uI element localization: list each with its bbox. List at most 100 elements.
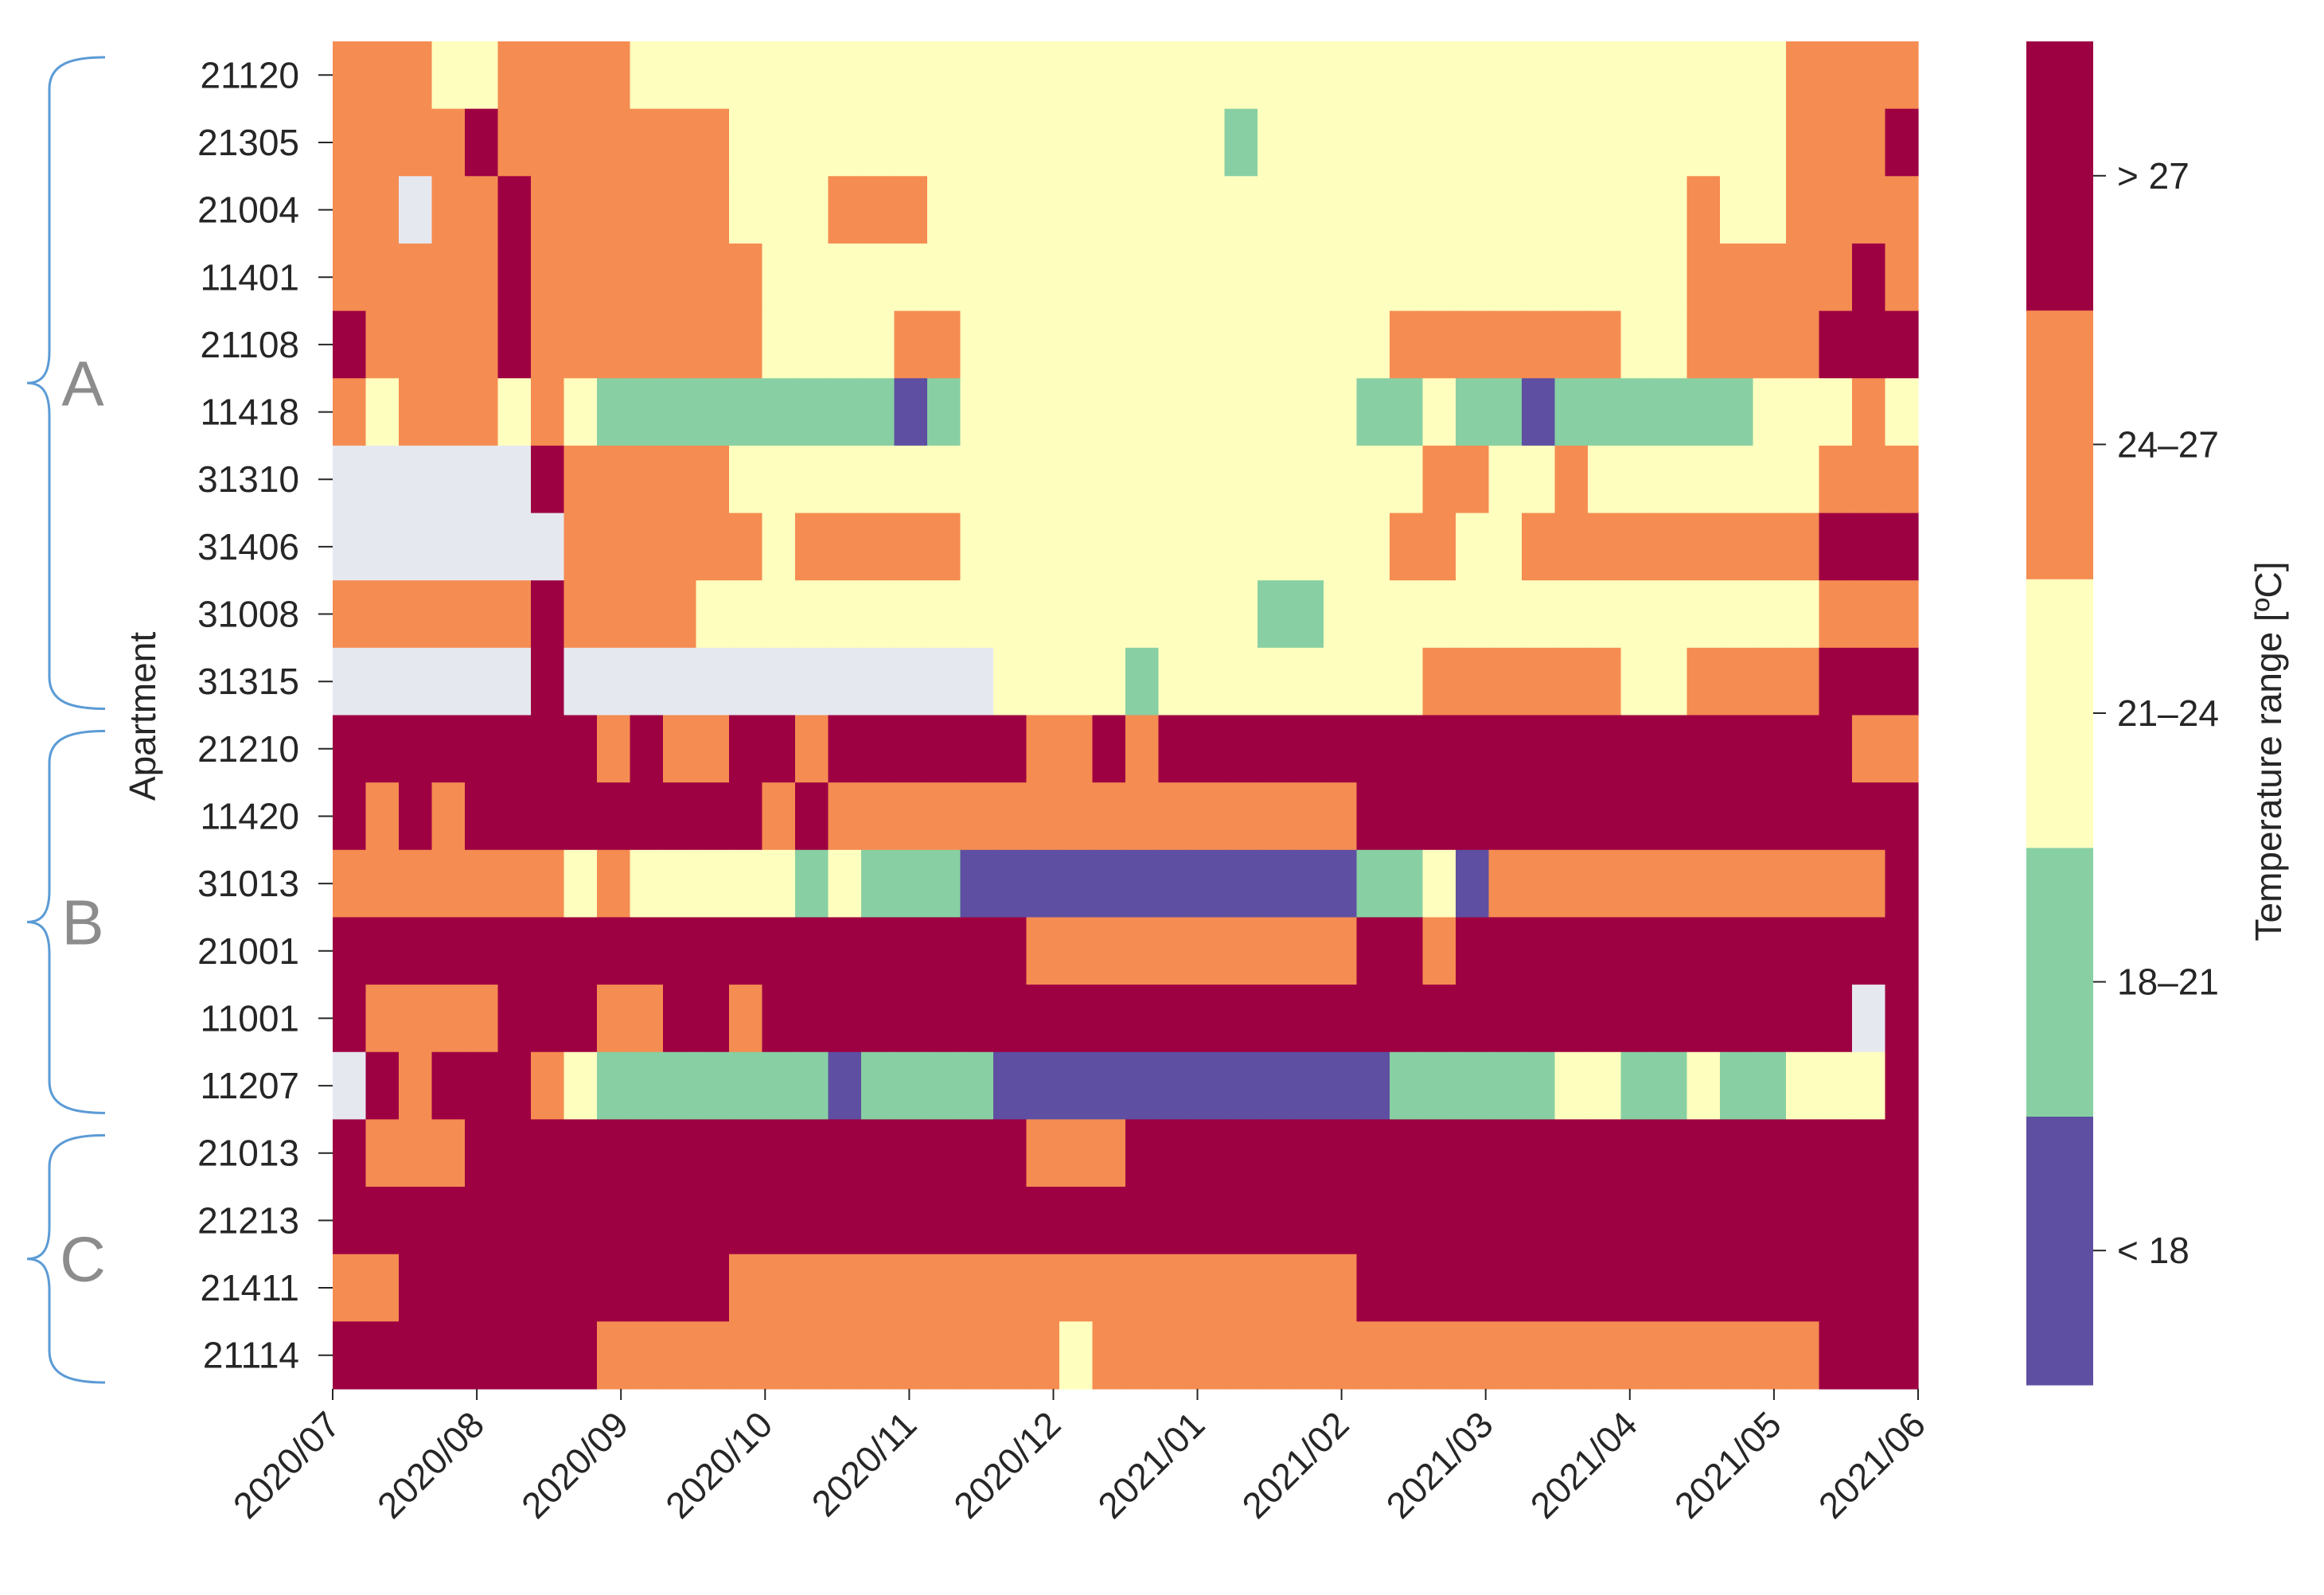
heatmap-cell-11420-9 [630, 782, 664, 851]
heatmap-cell-21411-35 [1488, 1254, 1523, 1322]
heatmap-cell-31008-8 [597, 580, 631, 649]
heatmap-cell-21411-22 [1059, 1254, 1094, 1322]
heatmap-cell-21001-44 [1786, 917, 1820, 985]
heatmap-cell-31406-23 [1092, 513, 1126, 581]
heatmap-cell-31406-33 [1422, 513, 1456, 581]
heatmap-cell-31406-10 [663, 513, 697, 581]
group-bracket-C [26, 1133, 106, 1384]
heatmap-cell-11401-23 [1092, 243, 1126, 312]
heatmap-cell-11001-43 [1753, 985, 1787, 1053]
x-axis-ticks: 2020/07 2020/08 2020/09 2020/10 2020/11 2020/… [225, 1389, 1933, 1527]
heatmap-cell-11207-29 [1290, 1051, 1324, 1120]
heatmap-cell-31310-38 [1588, 445, 1622, 514]
heatmap-cell-31008-13 [762, 580, 796, 649]
heatmap-cell-11418-1 [365, 378, 400, 447]
heatmap-cell-31013-1 [365, 849, 400, 918]
heatmap-cell-11001-13 [762, 985, 796, 1053]
heatmap-cell-31406-39 [1620, 513, 1655, 581]
y-tick-label-11001: 11001 [200, 997, 299, 1039]
y-tick-label-31008: 31008 [197, 594, 299, 635]
heatmap-cell-21004-27 [1224, 176, 1258, 244]
heatmap-cell-11001-29 [1290, 985, 1324, 1053]
heatmap-cell-21013-40 [1654, 1119, 1688, 1187]
heatmap-cell-11001-8 [597, 985, 631, 1053]
heatmap-cell-21210-25 [1158, 715, 1192, 783]
heatmap-cell-31315-8 [597, 647, 631, 716]
heatmap-cell-21213-19 [960, 1187, 994, 1255]
heatmap-cell-31310-39 [1620, 445, 1655, 514]
heatmap-cell-11401-18 [927, 243, 961, 312]
heatmap-cell-21001-13 [762, 917, 796, 985]
heatmap-cell-21114-44 [1786, 1321, 1820, 1390]
heatmap-cell-31013-27 [1224, 849, 1258, 918]
heatmap-cell-21004-25 [1158, 176, 1192, 244]
heatmap-cell-21004-2 [399, 176, 433, 244]
heatmap-cell-31406-1 [365, 513, 400, 581]
heatmap-cell-31013-21 [1026, 849, 1060, 918]
heatmap-cell-21305-42 [1720, 108, 1754, 177]
heatmap-cell-11418-3 [431, 378, 466, 447]
heatmap-cell-21210-21 [1026, 715, 1060, 783]
heatmap-cell-31310-44 [1786, 445, 1820, 514]
heatmap-cell-21305-21 [1026, 108, 1060, 177]
heatmap-cell-11420-24 [1125, 782, 1160, 851]
heatmap-cell-11418-9 [630, 378, 664, 447]
heatmap-cell-11401-7 [563, 243, 598, 312]
heatmap-cell-21114-46 [1852, 1321, 1886, 1390]
heatmap-cell-21004-11 [696, 176, 730, 244]
heatmap-cell-21210-40 [1654, 715, 1688, 783]
heatmap-cell-21108-22 [1059, 310, 1094, 379]
heatmap-cell-21108-30 [1324, 310, 1358, 379]
heatmap-cell-21013-9 [630, 1119, 664, 1187]
heatmap-cell-21213-10 [663, 1187, 697, 1255]
heatmap-cell-31310-28 [1258, 445, 1292, 514]
heatmap-cell-31406-31 [1356, 513, 1390, 581]
heatmap-cell-21004-37 [1554, 176, 1589, 244]
heatmap-cell-11207-37 [1554, 1051, 1589, 1120]
heatmap-cell-21001-32 [1390, 917, 1424, 985]
heatmap-cell-21004-8 [597, 176, 631, 244]
heatmap-cell-21305-15 [828, 108, 862, 177]
heatmap-cell-31406-37 [1554, 513, 1589, 581]
heatmap-cell-31315-4 [465, 647, 499, 716]
heatmap-cell-21001-18 [927, 917, 961, 985]
heatmap-cell-11418-46 [1852, 378, 1886, 447]
heatmap-cell-21213-30 [1324, 1187, 1358, 1255]
heatmap-cell-11207-8 [597, 1051, 631, 1120]
y-axis-ticks: 21120 21305 21004 11401 21108 11418 31310 31406… [197, 54, 333, 1376]
heatmap-cell-11001-36 [1522, 985, 1556, 1053]
heatmap-cell-11420-3 [431, 782, 466, 851]
y-tick-label-11420: 11420 [200, 796, 299, 837]
heatmap-cell-21411-10 [663, 1254, 697, 1322]
heatmap-cell-11420-47 [1885, 782, 1919, 851]
heatmap-cell-31008-14 [795, 580, 829, 649]
heatmap-cell-21004-47 [1885, 176, 1919, 244]
heatmap-cell-21108-25 [1158, 310, 1192, 379]
heatmap-cell-31008-0 [333, 580, 367, 649]
heatmap-cell-21001-4 [465, 917, 499, 985]
heatmap-cell-11418-4 [465, 378, 499, 447]
heatmap-cell-31013-12 [729, 849, 763, 918]
heatmap-cell-21108-8 [597, 310, 631, 379]
heatmap-cell-21120-37 [1554, 41, 1589, 110]
heatmap-cell-21213-4 [465, 1187, 499, 1255]
heatmap-cell-31406-3 [431, 513, 466, 581]
heatmap-cell-21411-26 [1191, 1254, 1226, 1322]
heatmap-cell-21213-42 [1720, 1187, 1754, 1255]
heatmap-cell-11207-33 [1422, 1051, 1456, 1120]
heatmap-cell-21120-21 [1026, 41, 1060, 110]
heatmap-cell-31315-43 [1753, 647, 1787, 716]
heatmap-cell-11207-24 [1125, 1051, 1160, 1120]
heatmap-cell-11207-6 [531, 1051, 565, 1120]
heatmap-cell-11001-31 [1356, 985, 1390, 1053]
heatmap-cell-21210-37 [1554, 715, 1589, 783]
heatmap-cell-21013-28 [1258, 1119, 1292, 1187]
heatmap-cell-11001-16 [861, 985, 895, 1053]
heatmap-cell-21108-44 [1786, 310, 1820, 379]
heatmap-cell-21305-40 [1654, 108, 1688, 177]
heatmap-cell-21210-23 [1092, 715, 1126, 783]
heatmap-cell-21013-41 [1686, 1119, 1721, 1187]
heatmap-cell-21108-41 [1686, 310, 1721, 379]
heatmap-cell-11418-16 [861, 378, 895, 447]
heatmap-cell-11401-22 [1059, 243, 1094, 312]
